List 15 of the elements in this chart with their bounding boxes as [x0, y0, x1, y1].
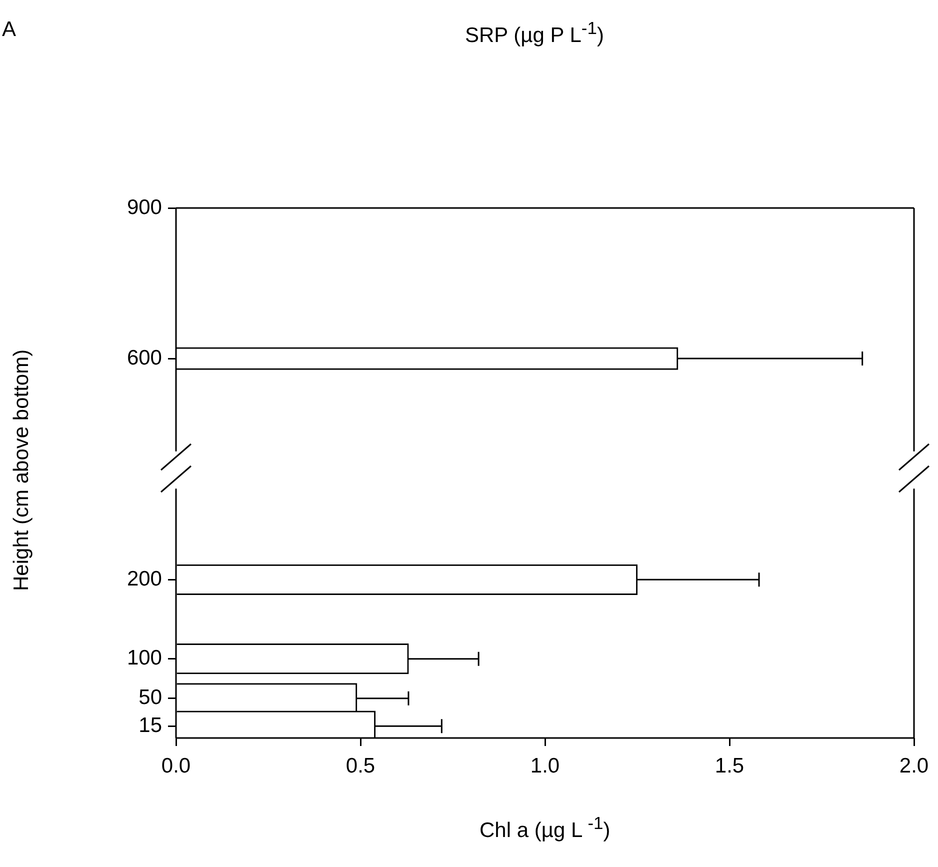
- y-tick-label: 900: [126, 196, 162, 219]
- y-tick-label: 15: [138, 714, 162, 737]
- x-tick-label: 1.0: [530, 754, 560, 778]
- x-tick-label: 0.5: [346, 754, 376, 778]
- x-axis-title: Chl a (µg L $^{-1}$): [480, 813, 610, 843]
- x2-axis-title: SRP (µg P L$^{-1}$): [465, 18, 604, 48]
- y-tick-label: 200: [126, 567, 162, 590]
- y-tick-label: 600: [126, 346, 162, 370]
- text: A: [2, 18, 16, 42]
- y-axis-title: Height (cm above bottom): [10, 349, 34, 591]
- y-tick-label: 100: [126, 646, 162, 670]
- y-tick-label: 50: [138, 686, 162, 710]
- x-tick-label: 1.5: [714, 754, 744, 778]
- x-tick-label: 2.0: [899, 754, 929, 778]
- x-tick-label: 0.0: [161, 754, 191, 778]
